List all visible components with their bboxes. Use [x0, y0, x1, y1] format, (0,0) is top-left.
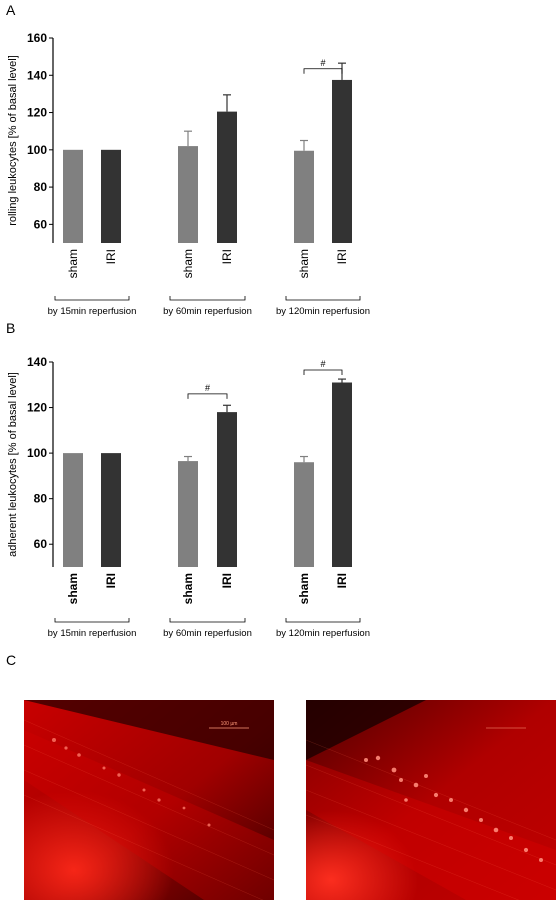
chart1-y-tick-label: 140	[27, 68, 47, 82]
adherent-leukocytes-chart: 60 80 100 120 140 adherent leukocytes [% of b…	[7, 355, 370, 639]
chart2-category-label: sham	[297, 573, 311, 604]
chart2-bar	[332, 382, 352, 567]
chart2-category-label: IRI	[104, 573, 118, 588]
chart1-category-label: IRI	[104, 249, 118, 264]
chart2-significance-label: #	[205, 383, 210, 393]
chart2-bar	[63, 453, 83, 567]
chart2-group-bracket	[285, 618, 361, 623]
chart2-y-tick-label: 100	[27, 446, 47, 460]
chart2-significance-bracket	[303, 369, 343, 375]
chart1-bar	[294, 150, 314, 243]
chart1-y-tick-label: 60	[34, 217, 48, 231]
chart2-y-tick-label: 60	[34, 537, 48, 551]
chart1-bar	[178, 146, 198, 243]
chart2-bar	[294, 462, 314, 567]
chart2-group-label: by 60min reperfusion	[163, 628, 252, 639]
chart2-bar	[178, 461, 198, 567]
chart2-category-label: IRI	[335, 573, 349, 588]
chart2-group-bracket	[169, 618, 246, 623]
chart1-group-label: by 15min reperfusion	[48, 306, 137, 317]
chart1-group-bracket	[169, 296, 246, 301]
chart1-group-label: by 60min reperfusion	[163, 306, 252, 317]
chart1-group-label: by 120min reperfusion	[276, 306, 370, 317]
chart2-y-tick-label: 120	[27, 401, 47, 415]
chart2-category-label: IRI	[220, 573, 234, 588]
chart1-y-tick-label: 100	[27, 143, 47, 157]
scale-bar-label: 100 µm	[221, 721, 238, 727]
chart2-group-label: by 15min reperfusion	[48, 628, 137, 639]
chart2-category-label: sham	[181, 573, 195, 604]
chart1-y-tick-label: 160	[27, 31, 47, 45]
chart2-category-label: sham	[66, 573, 80, 604]
chart2-significance-label: #	[320, 359, 325, 369]
chart2-bar	[101, 453, 121, 567]
chart1-significance-bracket	[303, 68, 343, 74]
chart1-significance-label: #	[320, 58, 325, 68]
chart1-category-label: IRI	[220, 249, 234, 264]
panel-label-c: C	[6, 652, 17, 668]
chart1-bar	[332, 79, 352, 243]
chart2-significance-bracket	[187, 393, 228, 399]
chart1-bar	[101, 149, 121, 243]
chart1-group-bracket	[54, 296, 130, 301]
rolling-leukocytes-chart: 60 80 100 120 140 160 rolling leukocytes [% of…	[7, 31, 370, 317]
chart1-category-label: sham	[297, 249, 311, 278]
chart2-y-tick-label: 140	[27, 355, 47, 369]
chart1-bar	[217, 111, 237, 243]
chart1-group-bracket	[285, 296, 361, 301]
panel-label-a: A	[6, 2, 16, 18]
panel-label-b: B	[6, 320, 16, 336]
chart2-bar	[217, 412, 237, 567]
micrograph-sham: 100 µm	[24, 700, 274, 900]
chart1-y-tick-label: 80	[34, 180, 48, 194]
chart1-y-tick-label: 120	[27, 106, 47, 120]
chart1-category-label: IRI	[335, 249, 349, 264]
chart2-y-tick-label: 80	[34, 492, 48, 506]
chart1-category-label: sham	[181, 249, 195, 278]
chart2-y-axis-label: adherent leukocytes [% of basal level]	[7, 372, 19, 557]
chart2-group-bracket	[54, 618, 130, 623]
chart1-bar	[63, 149, 83, 243]
chart2-group-label: by 120min reperfusion	[276, 628, 370, 639]
chart1-category-label: sham	[66, 249, 80, 278]
micrograph-iri	[306, 700, 556, 900]
chart1-y-axis-label: rolling leukocytes [% of basal level]	[7, 55, 19, 226]
